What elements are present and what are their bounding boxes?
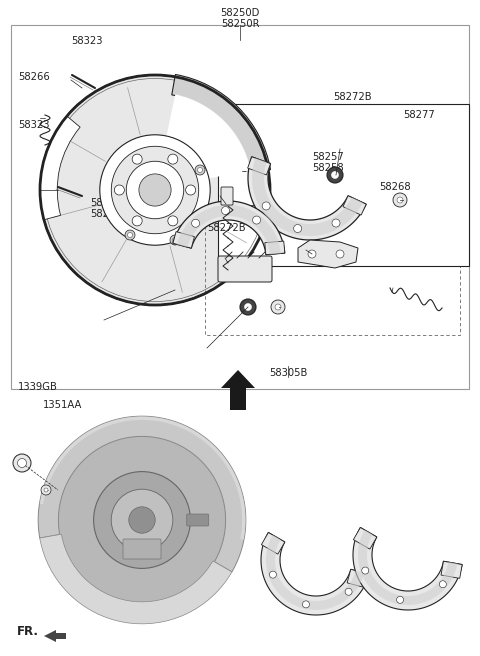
- Text: 1339GB: 1339GB: [18, 382, 58, 392]
- Polygon shape: [173, 232, 194, 248]
- Bar: [11, 25, 469, 389]
- Text: 58277: 58277: [249, 205, 280, 215]
- Circle shape: [139, 174, 171, 206]
- Circle shape: [192, 219, 200, 227]
- Circle shape: [240, 299, 256, 315]
- Circle shape: [170, 235, 180, 245]
- Circle shape: [397, 197, 403, 203]
- Polygon shape: [347, 569, 369, 588]
- Text: 58323: 58323: [18, 119, 50, 130]
- Circle shape: [195, 165, 205, 175]
- Polygon shape: [261, 533, 369, 615]
- Text: 58251L
58251R: 58251L 58251R: [90, 198, 129, 219]
- Polygon shape: [343, 195, 366, 215]
- Circle shape: [111, 146, 199, 234]
- Circle shape: [172, 237, 178, 243]
- Text: 58272B: 58272B: [207, 223, 246, 234]
- Polygon shape: [38, 416, 246, 572]
- Wedge shape: [40, 534, 232, 624]
- Bar: [205, 140, 460, 335]
- Circle shape: [439, 581, 446, 588]
- Polygon shape: [262, 533, 285, 554]
- Text: 58305B: 58305B: [269, 367, 307, 378]
- Polygon shape: [221, 370, 255, 410]
- Text: 1351AA: 1351AA: [43, 400, 83, 411]
- Circle shape: [41, 485, 51, 495]
- Polygon shape: [266, 535, 364, 610]
- Circle shape: [197, 167, 203, 173]
- Circle shape: [302, 601, 310, 608]
- Circle shape: [362, 567, 369, 574]
- Circle shape: [269, 571, 276, 578]
- Polygon shape: [265, 241, 285, 255]
- FancyBboxPatch shape: [218, 256, 272, 282]
- Circle shape: [294, 224, 301, 232]
- Text: 58312A: 58312A: [216, 164, 254, 174]
- Circle shape: [308, 250, 316, 258]
- Circle shape: [111, 489, 173, 551]
- Circle shape: [252, 216, 261, 224]
- Polygon shape: [44, 630, 66, 642]
- Circle shape: [345, 588, 352, 595]
- Polygon shape: [248, 157, 271, 175]
- Circle shape: [13, 454, 31, 472]
- Circle shape: [332, 171, 338, 178]
- FancyBboxPatch shape: [221, 187, 233, 205]
- Circle shape: [275, 304, 281, 310]
- Wedge shape: [172, 75, 271, 173]
- Polygon shape: [298, 240, 358, 268]
- Polygon shape: [358, 530, 457, 605]
- Circle shape: [126, 161, 184, 218]
- Circle shape: [168, 154, 178, 164]
- Circle shape: [100, 134, 210, 245]
- Polygon shape: [173, 201, 285, 255]
- Circle shape: [94, 472, 191, 568]
- Wedge shape: [155, 94, 251, 190]
- Circle shape: [132, 216, 142, 226]
- Text: 58268: 58268: [379, 182, 411, 192]
- Circle shape: [114, 185, 124, 195]
- Polygon shape: [248, 157, 366, 240]
- FancyBboxPatch shape: [187, 514, 209, 526]
- Polygon shape: [177, 205, 281, 255]
- Circle shape: [271, 300, 285, 314]
- Circle shape: [327, 167, 343, 183]
- Circle shape: [221, 207, 229, 215]
- Circle shape: [129, 507, 155, 533]
- Circle shape: [128, 232, 132, 237]
- Circle shape: [44, 488, 48, 492]
- Bar: [218, 104, 469, 266]
- Text: 58266: 58266: [18, 72, 50, 83]
- Circle shape: [396, 596, 404, 604]
- Circle shape: [393, 193, 407, 207]
- Circle shape: [168, 216, 178, 226]
- Circle shape: [54, 432, 230, 608]
- Circle shape: [17, 459, 26, 468]
- Polygon shape: [353, 527, 462, 610]
- Polygon shape: [441, 562, 462, 579]
- Circle shape: [262, 202, 270, 210]
- Text: FR.: FR.: [17, 625, 39, 638]
- Text: 25649: 25649: [216, 123, 248, 133]
- Circle shape: [40, 75, 270, 305]
- Circle shape: [244, 304, 252, 310]
- Polygon shape: [353, 527, 377, 549]
- Circle shape: [125, 230, 135, 240]
- Text: 58272B: 58272B: [334, 92, 372, 102]
- Circle shape: [332, 219, 340, 227]
- Text: 58323: 58323: [71, 35, 103, 46]
- Text: 58257
58258: 58257 58258: [312, 152, 344, 173]
- Polygon shape: [252, 158, 362, 236]
- Circle shape: [336, 250, 344, 258]
- Text: 58250D
58250R: 58250D 58250R: [220, 8, 260, 30]
- Wedge shape: [40, 116, 80, 220]
- Circle shape: [186, 185, 196, 195]
- FancyBboxPatch shape: [123, 539, 161, 559]
- Text: 58277: 58277: [403, 110, 435, 120]
- Circle shape: [132, 154, 142, 164]
